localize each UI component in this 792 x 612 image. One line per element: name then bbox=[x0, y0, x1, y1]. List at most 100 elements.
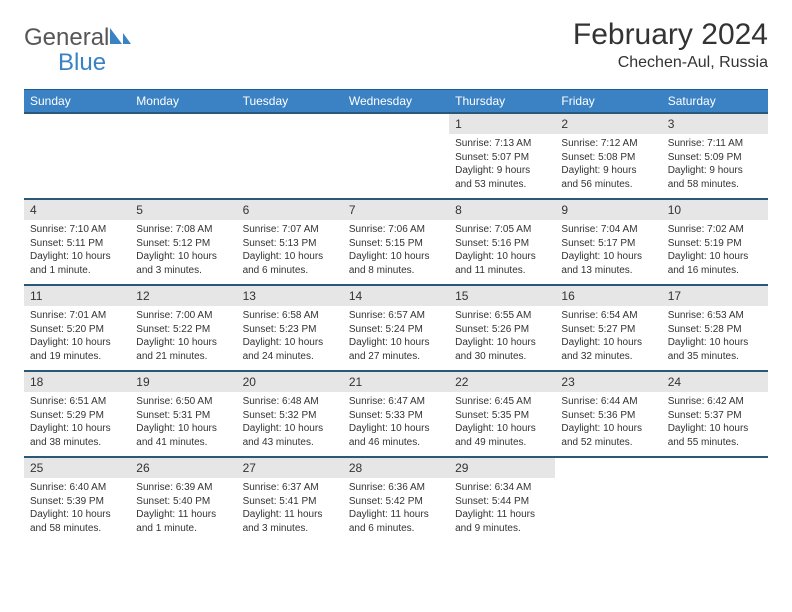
calendar-cell bbox=[662, 457, 768, 543]
calendar-cell: 19Sunrise: 6:50 AMSunset: 5:31 PMDayligh… bbox=[130, 371, 236, 457]
header: GeneralBlue February 2024 Chechen-Aul, R… bbox=[24, 18, 768, 75]
calendar-cell: 4Sunrise: 7:10 AMSunset: 5:11 PMDaylight… bbox=[24, 199, 130, 285]
day-header-row: SundayMondayTuesdayWednesdayThursdayFrid… bbox=[24, 90, 768, 114]
cell-body: Sunrise: 7:07 AMSunset: 5:13 PMDaylight:… bbox=[237, 220, 343, 283]
cell-body: Sunrise: 6:37 AMSunset: 5:41 PMDaylight:… bbox=[237, 478, 343, 541]
cell-body: Sunrise: 6:40 AMSunset: 5:39 PMDaylight:… bbox=[24, 478, 130, 541]
cell-body: Sunrise: 7:08 AMSunset: 5:12 PMDaylight:… bbox=[130, 220, 236, 283]
calendar-cell: 25Sunrise: 6:40 AMSunset: 5:39 PMDayligh… bbox=[24, 457, 130, 543]
calendar-cell: 5Sunrise: 7:08 AMSunset: 5:12 PMDaylight… bbox=[130, 199, 236, 285]
day-number: 6 bbox=[237, 200, 343, 220]
calendar-table: SundayMondayTuesdayWednesdayThursdayFrid… bbox=[24, 89, 768, 543]
calendar-cell bbox=[343, 113, 449, 199]
day-header: Monday bbox=[130, 90, 236, 114]
day-number: 4 bbox=[24, 200, 130, 220]
calendar-cell: 17Sunrise: 6:53 AMSunset: 5:28 PMDayligh… bbox=[662, 285, 768, 371]
cell-body: Sunrise: 7:12 AMSunset: 5:08 PMDaylight:… bbox=[555, 134, 661, 197]
day-number: 19 bbox=[130, 372, 236, 392]
cell-body: Sunrise: 6:55 AMSunset: 5:26 PMDaylight:… bbox=[449, 306, 555, 369]
location: Chechen-Aul, Russia bbox=[573, 54, 768, 72]
day-number: 24 bbox=[662, 372, 768, 392]
day-number: 5 bbox=[130, 200, 236, 220]
cell-body: Sunrise: 7:00 AMSunset: 5:22 PMDaylight:… bbox=[130, 306, 236, 369]
calendar-cell: 3Sunrise: 7:11 AMSunset: 5:09 PMDaylight… bbox=[662, 113, 768, 199]
cell-body: Sunrise: 7:02 AMSunset: 5:19 PMDaylight:… bbox=[662, 220, 768, 283]
day-number: 27 bbox=[237, 458, 343, 478]
calendar-cell: 29Sunrise: 6:34 AMSunset: 5:44 PMDayligh… bbox=[449, 457, 555, 543]
cell-body: Sunrise: 6:48 AMSunset: 5:32 PMDaylight:… bbox=[237, 392, 343, 455]
day-number: 26 bbox=[130, 458, 236, 478]
cell-body: Sunrise: 7:06 AMSunset: 5:15 PMDaylight:… bbox=[343, 220, 449, 283]
calendar-cell: 16Sunrise: 6:54 AMSunset: 5:27 PMDayligh… bbox=[555, 285, 661, 371]
day-number: 16 bbox=[555, 286, 661, 306]
day-header: Tuesday bbox=[237, 90, 343, 114]
day-number: 28 bbox=[343, 458, 449, 478]
calendar-week: 18Sunrise: 6:51 AMSunset: 5:29 PMDayligh… bbox=[24, 371, 768, 457]
cell-body: Sunrise: 7:04 AMSunset: 5:17 PMDaylight:… bbox=[555, 220, 661, 283]
calendar-week: 4Sunrise: 7:10 AMSunset: 5:11 PMDaylight… bbox=[24, 199, 768, 285]
calendar-cell: 23Sunrise: 6:44 AMSunset: 5:36 PMDayligh… bbox=[555, 371, 661, 457]
calendar-cell: 8Sunrise: 7:05 AMSunset: 5:16 PMDaylight… bbox=[449, 199, 555, 285]
day-number: 12 bbox=[130, 286, 236, 306]
cell-body: Sunrise: 6:51 AMSunset: 5:29 PMDaylight:… bbox=[24, 392, 130, 455]
calendar-cell: 2Sunrise: 7:12 AMSunset: 5:08 PMDaylight… bbox=[555, 113, 661, 199]
day-number: 10 bbox=[662, 200, 768, 220]
day-number: 3 bbox=[662, 114, 768, 134]
calendar-cell: 7Sunrise: 7:06 AMSunset: 5:15 PMDaylight… bbox=[343, 199, 449, 285]
calendar-cell bbox=[555, 457, 661, 543]
calendar-cell: 1Sunrise: 7:13 AMSunset: 5:07 PMDaylight… bbox=[449, 113, 555, 199]
calendar-cell: 11Sunrise: 7:01 AMSunset: 5:20 PMDayligh… bbox=[24, 285, 130, 371]
day-header: Wednesday bbox=[343, 90, 449, 114]
title-block: February 2024 Chechen-Aul, Russia bbox=[573, 18, 768, 72]
cell-body: Sunrise: 7:01 AMSunset: 5:20 PMDaylight:… bbox=[24, 306, 130, 369]
day-header: Friday bbox=[555, 90, 661, 114]
calendar-cell: 14Sunrise: 6:57 AMSunset: 5:24 PMDayligh… bbox=[343, 285, 449, 371]
calendar-cell bbox=[130, 113, 236, 199]
sail-icon bbox=[109, 27, 133, 50]
calendar-cell: 13Sunrise: 6:58 AMSunset: 5:23 PMDayligh… bbox=[237, 285, 343, 371]
logo-text-blue: Blue bbox=[58, 49, 106, 76]
cell-body: Sunrise: 7:05 AMSunset: 5:16 PMDaylight:… bbox=[449, 220, 555, 283]
day-number: 1 bbox=[449, 114, 555, 134]
cell-body: Sunrise: 6:58 AMSunset: 5:23 PMDaylight:… bbox=[237, 306, 343, 369]
day-number: 29 bbox=[449, 458, 555, 478]
calendar-cell: 18Sunrise: 6:51 AMSunset: 5:29 PMDayligh… bbox=[24, 371, 130, 457]
month-title: February 2024 bbox=[573, 18, 768, 52]
logo: GeneralBlue bbox=[24, 24, 133, 75]
day-number: 25 bbox=[24, 458, 130, 478]
calendar-cell: 15Sunrise: 6:55 AMSunset: 5:26 PMDayligh… bbox=[449, 285, 555, 371]
day-number: 9 bbox=[555, 200, 661, 220]
day-header: Saturday bbox=[662, 90, 768, 114]
calendar-body: 1Sunrise: 7:13 AMSunset: 5:07 PMDaylight… bbox=[24, 113, 768, 543]
day-number: 11 bbox=[24, 286, 130, 306]
cell-body: Sunrise: 6:36 AMSunset: 5:42 PMDaylight:… bbox=[343, 478, 449, 541]
day-number: 13 bbox=[237, 286, 343, 306]
calendar-cell: 22Sunrise: 6:45 AMSunset: 5:35 PMDayligh… bbox=[449, 371, 555, 457]
cell-body: Sunrise: 6:42 AMSunset: 5:37 PMDaylight:… bbox=[662, 392, 768, 455]
cell-body: Sunrise: 6:53 AMSunset: 5:28 PMDaylight:… bbox=[662, 306, 768, 369]
day-header: Sunday bbox=[24, 90, 130, 114]
cell-body: Sunrise: 6:39 AMSunset: 5:40 PMDaylight:… bbox=[130, 478, 236, 541]
day-number: 21 bbox=[343, 372, 449, 392]
cell-body: Sunrise: 6:54 AMSunset: 5:27 PMDaylight:… bbox=[555, 306, 661, 369]
day-number: 23 bbox=[555, 372, 661, 392]
calendar-cell: 26Sunrise: 6:39 AMSunset: 5:40 PMDayligh… bbox=[130, 457, 236, 543]
day-number: 18 bbox=[24, 372, 130, 392]
calendar-cell bbox=[24, 113, 130, 199]
calendar-cell: 24Sunrise: 6:42 AMSunset: 5:37 PMDayligh… bbox=[662, 371, 768, 457]
cell-body: Sunrise: 6:47 AMSunset: 5:33 PMDaylight:… bbox=[343, 392, 449, 455]
day-header: Thursday bbox=[449, 90, 555, 114]
day-number: 8 bbox=[449, 200, 555, 220]
calendar-week: 11Sunrise: 7:01 AMSunset: 5:20 PMDayligh… bbox=[24, 285, 768, 371]
day-number: 7 bbox=[343, 200, 449, 220]
calendar-week: 1Sunrise: 7:13 AMSunset: 5:07 PMDaylight… bbox=[24, 113, 768, 199]
cell-body: Sunrise: 7:13 AMSunset: 5:07 PMDaylight:… bbox=[449, 134, 555, 197]
cell-body: Sunrise: 6:44 AMSunset: 5:36 PMDaylight:… bbox=[555, 392, 661, 455]
cell-body: Sunrise: 6:34 AMSunset: 5:44 PMDaylight:… bbox=[449, 478, 555, 541]
calendar-cell: 27Sunrise: 6:37 AMSunset: 5:41 PMDayligh… bbox=[237, 457, 343, 543]
calendar-week: 25Sunrise: 6:40 AMSunset: 5:39 PMDayligh… bbox=[24, 457, 768, 543]
cell-body: Sunrise: 6:50 AMSunset: 5:31 PMDaylight:… bbox=[130, 392, 236, 455]
day-number: 17 bbox=[662, 286, 768, 306]
day-number: 2 bbox=[555, 114, 661, 134]
day-number: 20 bbox=[237, 372, 343, 392]
